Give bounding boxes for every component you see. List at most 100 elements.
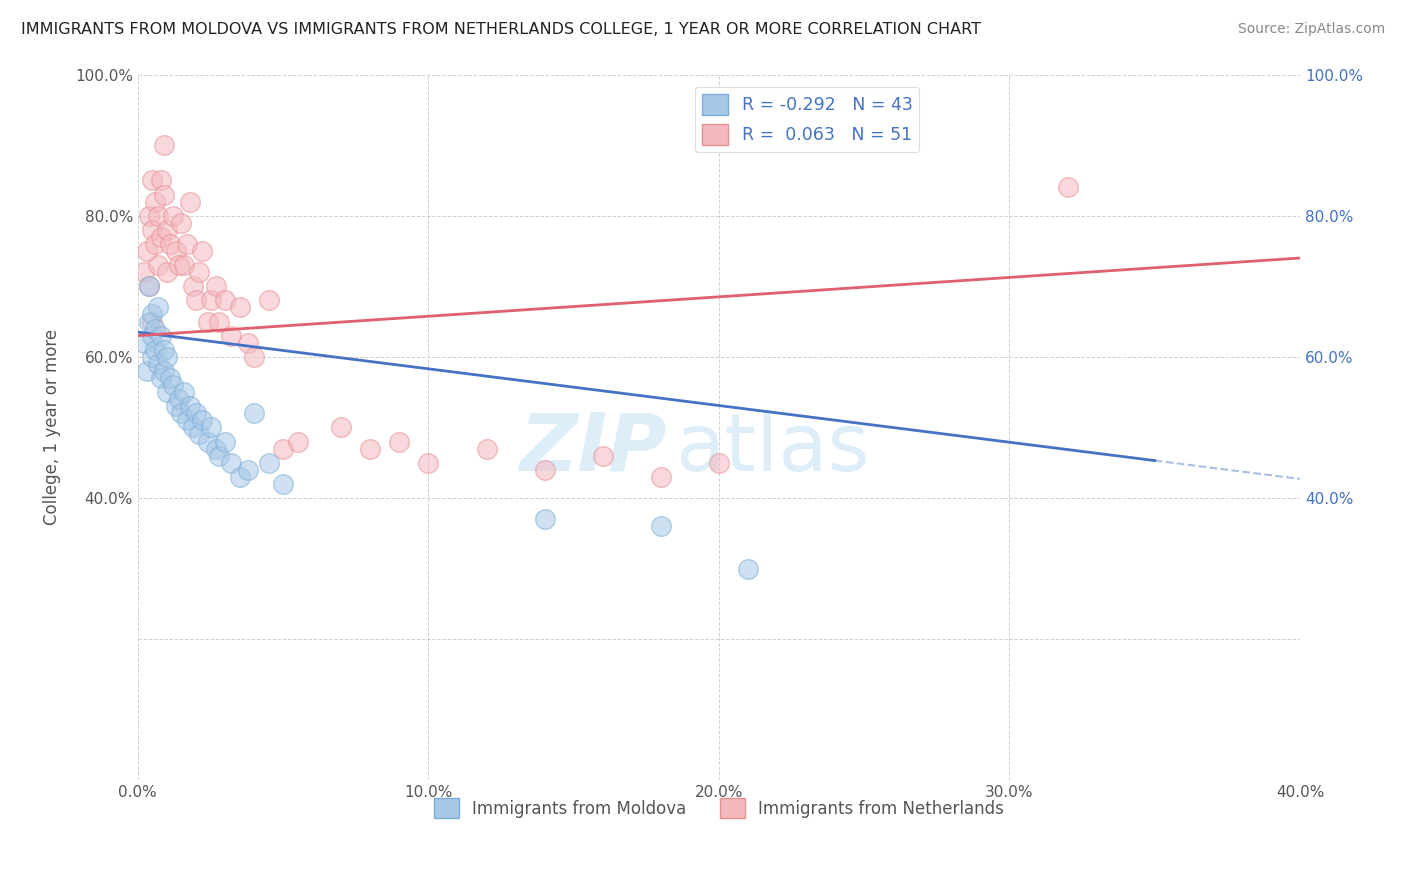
Point [165,399,187,413]
Point [533,463,555,477]
Point [418,456,440,470]
Point [1056,180,1078,194]
Point [143,343,166,357]
Point [159,236,181,251]
Point [170,406,193,420]
Point [150,173,173,187]
Point [167,258,190,272]
Point [650,519,672,533]
Point [135,244,157,258]
Point [533,512,555,526]
Point [200,420,222,434]
Point [143,321,166,335]
Point [287,434,309,449]
Point [148,357,170,371]
Point [205,279,228,293]
Point [184,406,207,420]
Text: atlas: atlas [675,409,869,488]
Point [156,350,179,364]
Point [132,335,155,350]
Point [153,343,176,357]
Y-axis label: College, 1 year or more: College, 1 year or more [44,329,60,525]
Point [173,385,195,400]
Point [159,371,181,385]
Point [191,413,214,427]
Point [197,434,219,449]
Point [176,413,198,427]
Point [150,328,173,343]
Point [148,301,170,315]
Point [156,385,179,400]
Point [228,301,250,315]
Point [271,442,294,456]
Point [650,470,672,484]
Point [592,449,614,463]
Point [170,216,193,230]
Point [167,392,190,407]
Point [219,456,242,470]
Point [153,187,176,202]
Point [141,173,163,187]
Point [148,258,170,272]
Point [138,314,160,328]
Point [707,456,730,470]
Point [238,463,260,477]
Point [162,378,184,392]
Point [156,265,179,279]
Point [143,236,166,251]
Point [138,279,160,293]
Point [141,328,163,343]
Point [181,279,204,293]
Text: ZIP: ZIP [519,409,666,488]
Point [271,476,294,491]
Point [179,399,201,413]
Point [475,442,498,456]
Point [200,293,222,308]
Point [156,223,179,237]
Point [257,293,280,308]
Legend: Immigrants from Moldova, Immigrants from Netherlands: Immigrants from Moldova, Immigrants from… [427,791,1011,825]
Point [197,314,219,328]
Point [214,434,236,449]
Point [173,258,195,272]
Text: Source: ZipAtlas.com: Source: ZipAtlas.com [1237,22,1385,37]
Point [737,561,759,575]
Point [179,194,201,209]
Point [219,328,242,343]
Point [150,230,173,244]
Point [228,470,250,484]
Point [132,265,155,279]
Point [165,244,187,258]
Point [214,293,236,308]
Text: IMMIGRANTS FROM MOLDOVA VS IMMIGRANTS FROM NETHERLANDS COLLEGE, 1 YEAR OR MORE C: IMMIGRANTS FROM MOLDOVA VS IMMIGRANTS FR… [21,22,981,37]
Point [141,223,163,237]
Point [135,364,157,378]
Point [243,406,266,420]
Point [138,209,160,223]
Point [153,364,176,378]
Point [243,350,266,364]
Point [148,209,170,223]
Point [187,427,209,442]
Point [141,314,163,328]
Point [176,236,198,251]
Point [388,434,411,449]
Point [141,350,163,364]
Point [238,335,260,350]
Point [257,456,280,470]
Point [208,314,231,328]
Point [138,279,160,293]
Point [205,442,228,456]
Point [187,265,209,279]
Point [191,244,214,258]
Point [208,449,231,463]
Point [184,293,207,308]
Point [141,308,163,322]
Point [162,209,184,223]
Point [359,442,381,456]
Point [143,194,166,209]
Point [181,420,204,434]
Point [330,420,353,434]
Point [150,371,173,385]
Point [153,138,176,153]
